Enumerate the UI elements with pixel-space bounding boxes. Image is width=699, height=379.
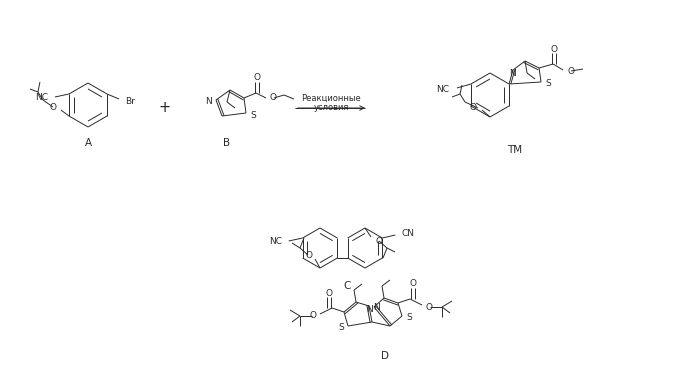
Text: Br: Br bbox=[125, 97, 135, 105]
Text: CN: CN bbox=[401, 230, 415, 238]
Text: TM: TM bbox=[507, 145, 523, 155]
Text: A: A bbox=[85, 138, 92, 148]
Text: O: O bbox=[567, 66, 574, 75]
Text: S: S bbox=[338, 324, 344, 332]
Text: N: N bbox=[366, 305, 373, 315]
Text: O: O bbox=[309, 312, 316, 321]
Text: S: S bbox=[250, 111, 256, 119]
Text: O: O bbox=[426, 302, 433, 312]
Text: O: O bbox=[410, 279, 417, 288]
Text: O: O bbox=[270, 94, 277, 102]
Text: N: N bbox=[509, 69, 515, 77]
Text: D: D bbox=[381, 351, 389, 361]
Text: O: O bbox=[326, 288, 333, 298]
Text: O: O bbox=[551, 44, 558, 53]
Text: O: O bbox=[254, 74, 261, 83]
Text: C: C bbox=[344, 281, 351, 291]
Text: O: O bbox=[470, 103, 477, 113]
Text: S: S bbox=[406, 313, 412, 321]
Text: NC: NC bbox=[268, 238, 282, 246]
Text: B: B bbox=[224, 138, 231, 148]
Text: Реакционные: Реакционные bbox=[301, 94, 361, 102]
Text: O: O bbox=[375, 236, 382, 246]
Text: N: N bbox=[373, 302, 380, 312]
Text: +: + bbox=[159, 100, 171, 116]
Text: S: S bbox=[545, 78, 551, 88]
Text: NC: NC bbox=[436, 85, 449, 94]
Text: O: O bbox=[50, 102, 57, 111]
Text: NC: NC bbox=[35, 94, 48, 102]
Text: O: O bbox=[305, 251, 312, 260]
Text: N: N bbox=[206, 97, 212, 106]
Text: условия: условия bbox=[313, 103, 349, 113]
